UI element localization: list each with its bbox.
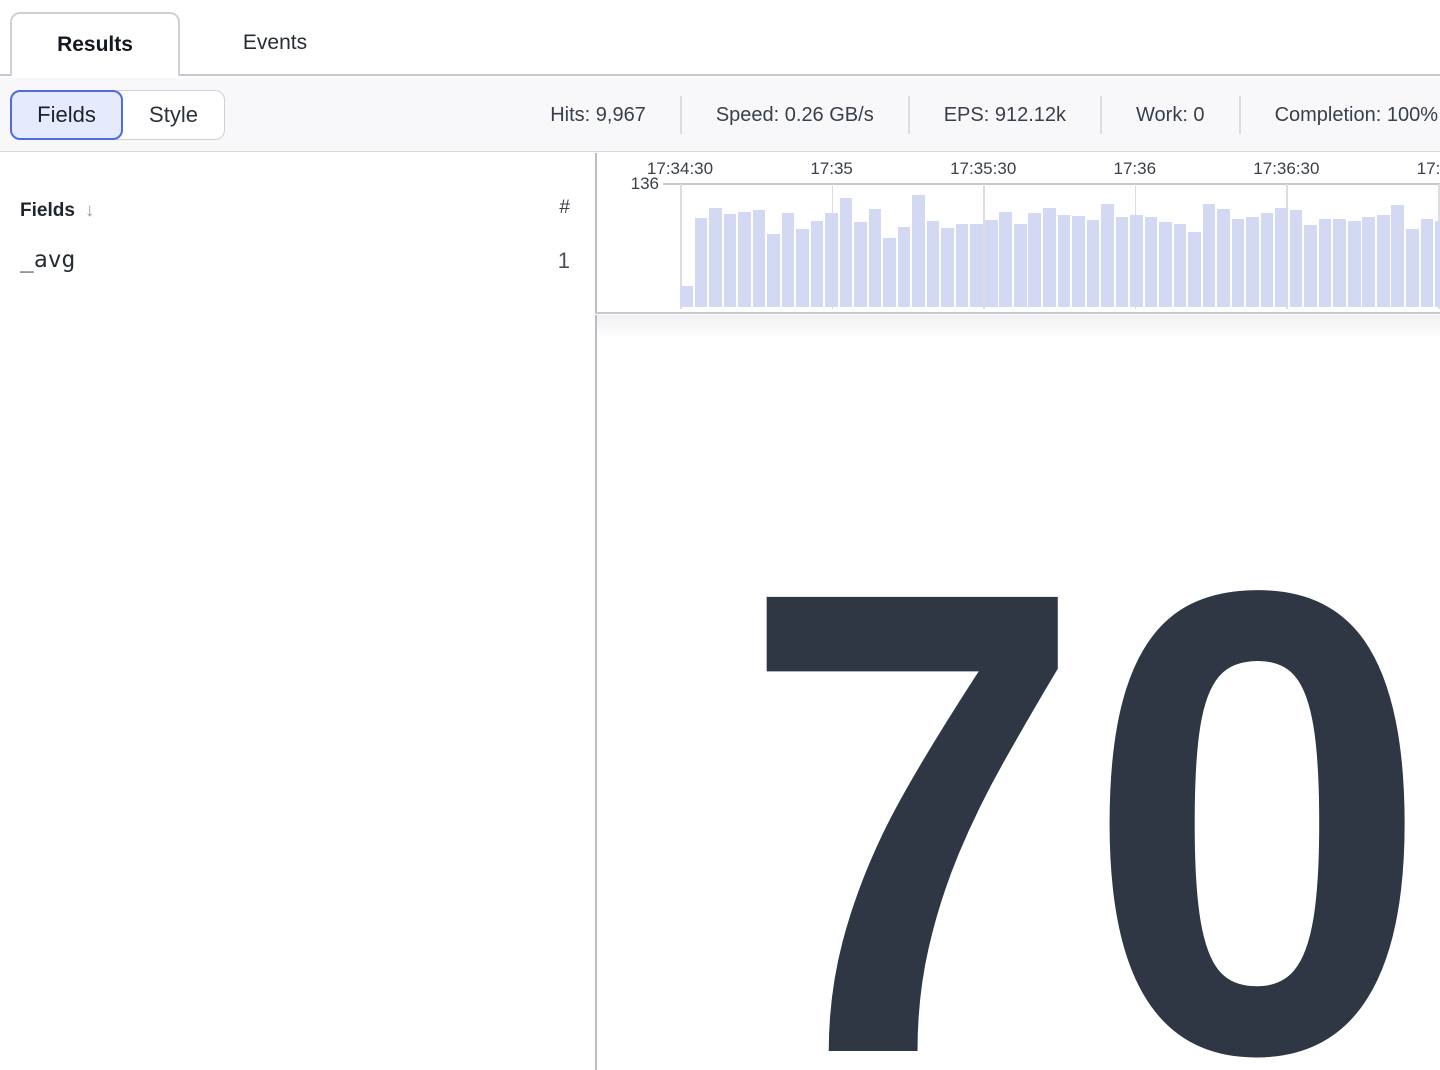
- histogram-bar[interactable]: [984, 220, 998, 307]
- histogram-bar[interactable]: [694, 218, 708, 307]
- histogram-bar[interactable]: [1318, 219, 1332, 307]
- histogram-bar[interactable]: [1057, 214, 1071, 307]
- chart-tick-label: 17:37: [1416, 159, 1440, 178]
- histogram-bar[interactable]: [1435, 221, 1440, 307]
- histogram-bar[interactable]: [854, 222, 867, 307]
- histogram-bar[interactable]: [680, 286, 693, 307]
- histogram-bar[interactable]: [1043, 208, 1056, 307]
- histogram-bar[interactable]: [941, 228, 954, 307]
- histogram-bar[interactable]: [1231, 219, 1245, 307]
- chart-tick-label: 17:36: [1113, 159, 1157, 178]
- histogram-bar[interactable]: [1333, 219, 1346, 307]
- histogram-bar[interactable]: [767, 233, 780, 307]
- histogram-bar[interactable]: [1144, 217, 1158, 307]
- histogram-bar[interactable]: [1159, 222, 1172, 307]
- chart-tick-label: 17:36:30: [1253, 159, 1320, 178]
- histogram-bar[interactable]: [1406, 229, 1419, 307]
- chart-tick-label: 17:34:30: [646, 159, 714, 178]
- panel-top-fade: [597, 315, 1440, 339]
- single-value-panel: 70: [595, 315, 1440, 1070]
- histogram-bar[interactable]: [868, 209, 882, 307]
- histogram-bar[interactable]: [1028, 212, 1042, 307]
- histogram-bar[interactable]: [1217, 209, 1230, 307]
- event-histogram-panel: 136 17:34:30 17:35 17:35:30 17:36 17:36:30 17…: [595, 153, 1440, 314]
- histogram-bar[interactable]: [723, 213, 737, 307]
- histogram-bar[interactable]: [1420, 219, 1434, 307]
- histogram-bar[interactable]: [1101, 203, 1114, 307]
- histogram-bar[interactable]: [1188, 231, 1201, 307]
- field-count: 1: [557, 248, 570, 273]
- stat-eps: EPS: 912.12k: [943, 103, 1067, 126]
- histogram-bar[interactable]: [1202, 203, 1216, 307]
- histogram-bar[interactable]: [970, 223, 983, 307]
- histogram-bar[interactable]: [1347, 221, 1361, 307]
- histogram-bar[interactable]: [912, 194, 925, 307]
- tab-events[interactable]: Events: [200, 12, 350, 74]
- histogram-y-max-label: 136: [630, 174, 659, 193]
- histogram-bar[interactable]: [1289, 210, 1303, 307]
- fields-toggle-button[interactable]: Fields: [10, 90, 123, 140]
- histogram-bar[interactable]: [1086, 220, 1100, 307]
- query-stats-bar: Hits: 9,967 Speed: 0.26 GB/s EPS: 912.12…: [516, 78, 1440, 152]
- histogram-bar[interactable]: [883, 238, 896, 307]
- tab-bar: Results Events: [0, 0, 1440, 76]
- stat-completion: Completion: 100%: [1274, 103, 1438, 126]
- histogram-bar[interactable]: [955, 223, 969, 307]
- histogram-bar[interactable]: [1246, 217, 1259, 307]
- single-value-result: 70: [740, 454, 1431, 1070]
- stat-speed: Speed: 0.26 GB/s: [715, 103, 874, 126]
- tab-results[interactable]: Results: [10, 12, 180, 76]
- field-name: _avg: [20, 247, 76, 273]
- fields-column-header[interactable]: Fields ↓: [20, 197, 570, 225]
- results-toolbar: Fields Style Hits: 9,967 Speed: 0.26 GB/…: [0, 78, 1440, 152]
- tab-events-label: Events: [242, 31, 308, 54]
- field-row-avg[interactable]: _avg 1: [0, 241, 594, 285]
- tab-results-label: Results: [57, 33, 133, 56]
- chart-gridline: [983, 184, 985, 309]
- histogram-bar[interactable]: [738, 212, 751, 307]
- histogram-bar[interactable]: [999, 212, 1013, 307]
- fields-panel: Fields ↓ # _avg 1: [0, 153, 594, 1070]
- sort-descending-icon: ↓: [84, 200, 95, 221]
- fields-header-label: Fields: [20, 200, 75, 221]
- stat-divider: [907, 96, 910, 134]
- histogram-bar[interactable]: [1391, 204, 1405, 307]
- chart-tick-label: 17:35:30: [950, 159, 1017, 178]
- histogram-bar[interactable]: [1115, 216, 1129, 307]
- histogram-bar[interactable]: [897, 227, 911, 307]
- histogram-bar[interactable]: [1376, 214, 1390, 307]
- histogram-bar[interactable]: [1013, 223, 1027, 307]
- style-toggle-button[interactable]: Style: [117, 90, 225, 140]
- panel-toggle-group: Fields Style: [10, 90, 225, 140]
- histogram-plot: 136 17:34:30 17:35 17:35:30 17:36 17:36:30 17…: [597, 153, 1440, 312]
- histogram-bar[interactable]: [796, 229, 809, 307]
- histogram-bar[interactable]: [1173, 223, 1187, 307]
- histogram-bar[interactable]: [709, 208, 722, 307]
- histogram-bar[interactable]: [839, 198, 853, 307]
- style-toggle-label: Style: [149, 102, 198, 127]
- histogram-bar[interactable]: [1260, 212, 1274, 307]
- chart-gridline: [680, 184, 682, 309]
- histogram-x-axis: [663, 183, 1440, 185]
- histogram-bar[interactable]: [1072, 215, 1085, 307]
- histogram-bar[interactable]: [1130, 214, 1143, 307]
- histogram-bar[interactable]: [810, 221, 824, 307]
- stat-divider: [1100, 96, 1103, 134]
- stat-divider: [1238, 96, 1241, 134]
- histogram-bar[interactable]: [1362, 216, 1376, 307]
- histogram-bar[interactable]: [781, 212, 795, 307]
- histogram-bar[interactable]: [926, 221, 940, 307]
- fields-toggle-label: Fields: [37, 102, 96, 127]
- stat-divider: [679, 96, 682, 134]
- histogram-bar[interactable]: [752, 210, 766, 307]
- histogram-bar[interactable]: [1275, 208, 1288, 307]
- stat-hits: Hits: 9,967: [550, 103, 646, 126]
- histogram-bar[interactable]: [1304, 224, 1317, 307]
- histogram-bar[interactable]: [825, 212, 838, 307]
- stat-work: Work: 0: [1136, 103, 1205, 126]
- count-column-header: #: [559, 197, 570, 218]
- chart-tick-label: 17:35: [810, 159, 853, 178]
